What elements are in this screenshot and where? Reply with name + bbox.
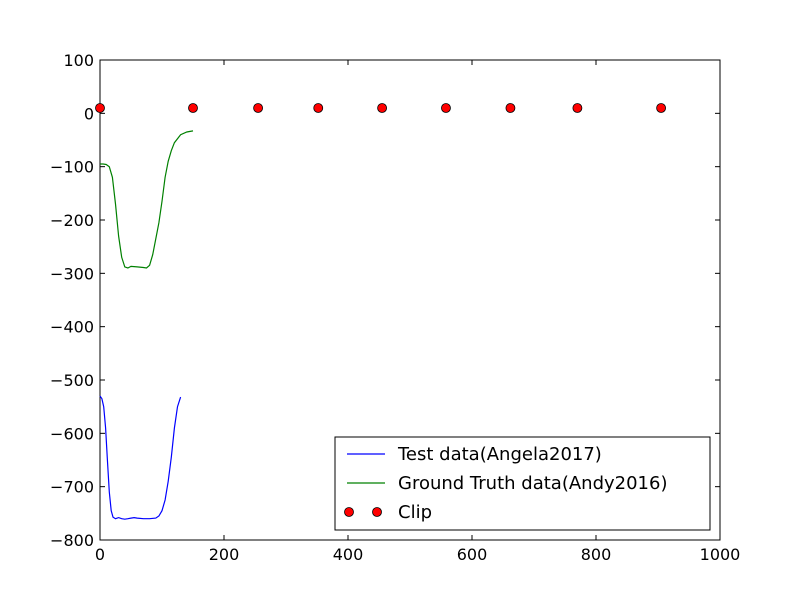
clip-marker: [377, 103, 388, 113]
series-layer: [95, 103, 666, 520]
legend-box: [334, 436, 711, 531]
legend-swatch-marker: [372, 507, 382, 517]
legend-label: Clip: [398, 502, 432, 523]
clip-marker: [188, 103, 198, 113]
series-line-1: [100, 130, 194, 269]
y-tick-label: −500: [50, 371, 94, 390]
y-tick-label: 100: [63, 51, 94, 70]
y-tick-label: −200: [50, 211, 94, 230]
axis-ticks: 0 200 400 600 800 10001000−100−200−300−400−50…: [50, 51, 740, 564]
y-tick-label: 0: [84, 104, 94, 123]
y-tick-label: −700: [50, 478, 94, 497]
y-tick-label: −300: [50, 264, 94, 283]
y-tick-label: −600: [50, 424, 94, 443]
clip-marker: [95, 103, 105, 113]
x-tick-label: 0: [95, 545, 105, 564]
legend-label: Test data(Angela2017): [397, 444, 602, 465]
x-tick-label: 200: [209, 545, 240, 564]
clip-marker: [505, 103, 516, 113]
clip-marker: [313, 103, 324, 113]
x-tick-label: 1000: [700, 545, 741, 564]
clip-marker: [572, 103, 583, 113]
legend: Test data(Angela2017) Ground Truth data(A…: [334, 436, 711, 531]
x-tick-label: 600: [457, 545, 488, 564]
legend-label: Ground Truth data(Andy2016): [398, 473, 667, 494]
y-tick-label: −800: [50, 531, 94, 550]
y-tick-label: −400: [50, 318, 94, 337]
y-tick-label: −100: [50, 158, 94, 177]
clip-marker: [656, 103, 666, 113]
x-tick-label: 800: [581, 545, 612, 564]
clip-marker: [253, 103, 264, 113]
x-tick-label: 400: [333, 545, 364, 564]
series-line-0: [99, 395, 182, 520]
legend-swatch-marker: [344, 507, 354, 517]
clip-marker: [441, 103, 451, 113]
